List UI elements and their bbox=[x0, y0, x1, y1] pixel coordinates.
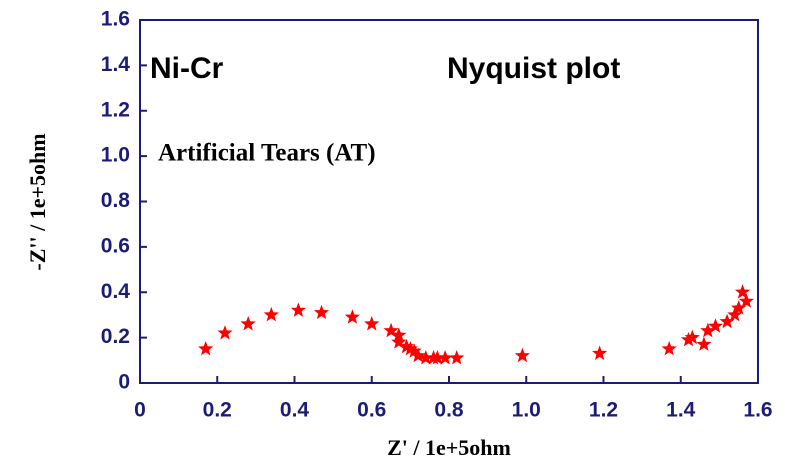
point bbox=[719, 313, 735, 329]
point bbox=[398, 338, 415, 354]
y-axis-label: -Z'' / 1e+5ohm bbox=[25, 133, 50, 270]
point bbox=[700, 322, 716, 338]
point bbox=[707, 318, 724, 333]
y-tick-label: 0 bbox=[118, 371, 130, 394]
y-tick-label: 1.2 bbox=[101, 98, 130, 121]
point bbox=[198, 341, 214, 356]
y-tick-label: 1.4 bbox=[101, 53, 131, 76]
point bbox=[592, 345, 608, 360]
point bbox=[727, 306, 743, 322]
point bbox=[406, 343, 422, 358]
point bbox=[263, 306, 279, 322]
point bbox=[734, 284, 751, 299]
point bbox=[364, 316, 380, 331]
point bbox=[731, 300, 747, 315]
point bbox=[680, 331, 697, 347]
point bbox=[344, 309, 360, 324]
x-tick-label: 1.4 bbox=[666, 399, 696, 422]
point bbox=[402, 341, 418, 356]
y-tick-label: 0.2 bbox=[101, 325, 130, 348]
annotation: Artificial Tears (AT) bbox=[158, 140, 376, 167]
point bbox=[429, 350, 445, 365]
y-tick-label: 0.4 bbox=[101, 280, 131, 303]
point bbox=[661, 341, 677, 356]
annotation: Ni-Cr bbox=[150, 52, 224, 85]
point bbox=[240, 316, 256, 331]
x-tick-label: 1.6 bbox=[743, 399, 772, 422]
x-tick-label: 0.6 bbox=[357, 399, 386, 422]
point bbox=[449, 350, 465, 365]
x-tick-label: 0.4 bbox=[280, 399, 310, 422]
x-axis-label: Z' / 1e+5ohm bbox=[387, 435, 511, 460]
point bbox=[696, 336, 712, 351]
y-tick-label: 0.6 bbox=[101, 234, 130, 257]
x-tick-label: 1.2 bbox=[589, 399, 618, 422]
point bbox=[684, 329, 700, 345]
x-tick-label: 0.8 bbox=[434, 399, 464, 422]
point bbox=[418, 350, 434, 365]
y-tick-label: 1.6 bbox=[101, 8, 130, 31]
point bbox=[313, 304, 330, 320]
point bbox=[437, 350, 453, 365]
y-tick-label: 0.8 bbox=[101, 189, 131, 212]
x-tick-label: 0 bbox=[134, 399, 146, 422]
point bbox=[383, 322, 399, 338]
point bbox=[410, 347, 426, 363]
point bbox=[738, 293, 754, 308]
point bbox=[514, 347, 530, 363]
x-tick-label: 0.2 bbox=[203, 399, 232, 422]
point bbox=[290, 302, 306, 317]
y-tick-label: 1.0 bbox=[101, 144, 130, 167]
x-tick-label: 1.0 bbox=[512, 399, 541, 422]
chart-title: Nyquist plot bbox=[447, 52, 620, 85]
point bbox=[391, 334, 407, 349]
point bbox=[217, 325, 233, 340]
